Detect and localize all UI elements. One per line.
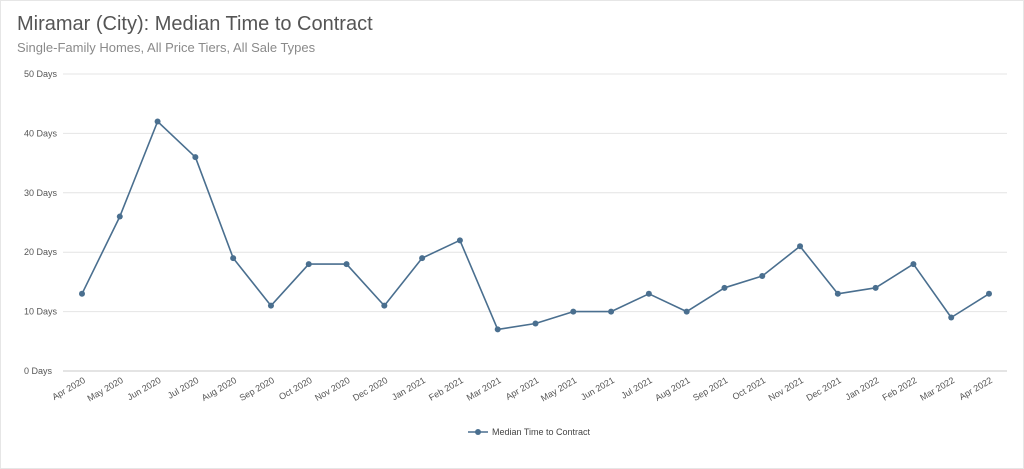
data-point[interactable] bbox=[267, 302, 274, 309]
x-tick-label: Aug 2020 bbox=[200, 375, 238, 403]
x-tick-label: Jun 2020 bbox=[125, 375, 162, 402]
gridlines bbox=[63, 73, 1007, 372]
x-tick-label: Dec 2021 bbox=[804, 375, 842, 403]
x-tick-label: Apr 2020 bbox=[50, 375, 87, 402]
data-point[interactable] bbox=[986, 290, 992, 297]
data-point[interactable] bbox=[192, 154, 199, 161]
data-point[interactable] bbox=[79, 290, 85, 297]
x-tick-label: May 2020 bbox=[86, 375, 125, 403]
data-point[interactable] bbox=[381, 302, 388, 309]
data-point[interactable] bbox=[683, 308, 690, 315]
x-tick-label: Jan 2022 bbox=[844, 375, 881, 402]
legend-marker bbox=[475, 429, 481, 435]
data-point[interactable] bbox=[116, 213, 123, 220]
x-tick-label: May 2021 bbox=[539, 375, 578, 403]
y-tick-label: 40 Days bbox=[24, 128, 58, 138]
y-axis-tick-labels: 0 Days 10 Days 20 Days 30 Days 40 Days 50 Day… bbox=[24, 69, 58, 376]
y-tick-label: 0 Days bbox=[24, 366, 53, 376]
data-point[interactable] bbox=[948, 314, 955, 321]
x-tick-label: Apr 2021 bbox=[504, 375, 541, 402]
chart-subtitle: Single-Family Homes, All Price Tiers, Al… bbox=[17, 40, 316, 55]
data-point[interactable] bbox=[645, 290, 652, 297]
data-point[interactable] bbox=[154, 118, 161, 125]
chart-title: Miramar (City): Median Time to Contract bbox=[17, 13, 373, 35]
x-tick-label: Nov 2020 bbox=[313, 375, 351, 403]
data-point[interactable] bbox=[305, 261, 312, 268]
data-point[interactable] bbox=[456, 237, 463, 244]
data-point[interactable] bbox=[721, 284, 728, 291]
x-tick-label: Sep 2021 bbox=[691, 375, 729, 403]
data-point[interactable] bbox=[608, 308, 615, 315]
x-tick-label: Mar 2022 bbox=[918, 375, 956, 403]
y-tick-label: 30 Days bbox=[24, 188, 58, 198]
data-point[interactable] bbox=[230, 255, 237, 262]
x-tick-label: Jun 2021 bbox=[579, 375, 616, 402]
x-tick-label: Nov 2021 bbox=[767, 375, 805, 403]
data-point[interactable] bbox=[910, 261, 917, 268]
data-point[interactable] bbox=[834, 290, 841, 297]
y-tick-label: 20 Days bbox=[24, 247, 58, 257]
series-median-time-to-contract bbox=[79, 118, 992, 333]
x-tick-label: Feb 2022 bbox=[880, 375, 918, 403]
x-tick-label: Oct 2021 bbox=[731, 375, 768, 402]
data-point[interactable] bbox=[494, 326, 501, 333]
x-tick-label: Jul 2021 bbox=[619, 375, 653, 401]
x-tick-label: Oct 2020 bbox=[277, 375, 314, 402]
series-line bbox=[81, 120, 990, 331]
x-tick-label: Feb 2021 bbox=[427, 375, 465, 403]
legend-label[interactable]: Median Time to Contract bbox=[492, 427, 591, 437]
data-point[interactable] bbox=[343, 261, 350, 268]
x-tick-label: Sep 2020 bbox=[238, 375, 276, 403]
x-tick-label: Jul 2020 bbox=[166, 375, 200, 401]
x-tick-label: Dec 2020 bbox=[351, 375, 389, 403]
data-point[interactable] bbox=[872, 284, 879, 291]
data-point[interactable] bbox=[532, 320, 539, 327]
data-point[interactable] bbox=[570, 308, 577, 315]
x-tick-label: Apr 2022 bbox=[957, 375, 994, 402]
data-point[interactable] bbox=[797, 243, 804, 250]
x-tick-label: Aug 2021 bbox=[653, 375, 691, 403]
x-tick-label: Mar 2021 bbox=[465, 375, 503, 403]
legend[interactable]: Median Time to Contract bbox=[468, 427, 591, 437]
data-point[interactable] bbox=[419, 255, 426, 262]
data-point[interactable] bbox=[759, 272, 766, 279]
y-tick-label: 10 Days bbox=[24, 307, 58, 317]
y-tick-label: 50 Days bbox=[24, 69, 58, 79]
x-tick-label: Jan 2021 bbox=[390, 375, 427, 402]
